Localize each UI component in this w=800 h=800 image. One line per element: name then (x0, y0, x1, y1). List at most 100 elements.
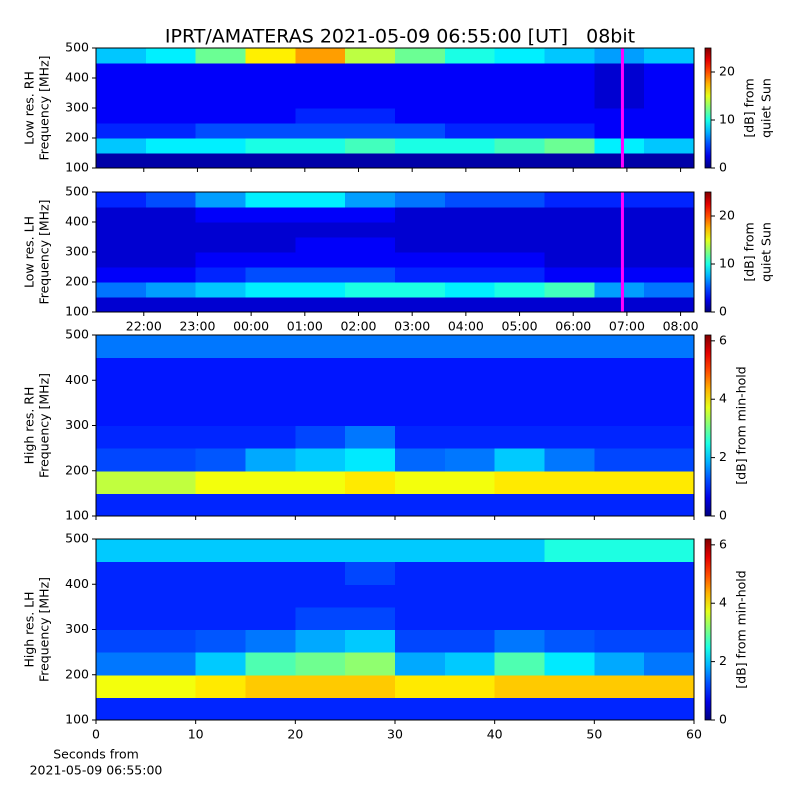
cell (245, 697, 296, 721)
cell (295, 237, 346, 253)
cell (494, 108, 545, 124)
cell (245, 93, 296, 109)
colorbar-tick-label: 6 (719, 332, 727, 347)
cell (145, 297, 197, 313)
cell (544, 493, 595, 517)
cell (145, 697, 197, 721)
y-tick-label: 400 (65, 214, 89, 229)
cell (195, 282, 246, 298)
cell (195, 697, 246, 721)
cell (644, 606, 695, 630)
cell (345, 222, 396, 238)
cell (444, 470, 496, 494)
x-tick-label: 30 (387, 727, 403, 742)
cell (395, 606, 446, 630)
cell (544, 237, 595, 253)
colorbar-tick-label: 20 (719, 208, 735, 223)
cell (96, 192, 147, 208)
cell (395, 123, 446, 139)
cell (594, 138, 645, 154)
cell (544, 584, 595, 608)
y-tick-label: 300 (65, 100, 89, 115)
cell (295, 652, 346, 676)
cell (644, 357, 695, 381)
cell (345, 539, 396, 563)
cell (345, 335, 396, 359)
cell (444, 652, 496, 676)
x-tick-label: 02:00 (340, 319, 376, 334)
colorbar (704, 47, 712, 169)
cell (195, 335, 246, 359)
cell (644, 207, 695, 223)
cell (145, 357, 197, 381)
cell (96, 153, 147, 169)
cell (195, 237, 246, 253)
cell (594, 629, 645, 653)
colorbar-tick-label: 2 (719, 653, 727, 668)
cell (544, 539, 595, 563)
cell (594, 108, 645, 124)
y-tick-label: 400 (65, 576, 89, 591)
cell (395, 561, 446, 585)
cell (195, 629, 246, 653)
colorbar-tick-label: 4 (719, 595, 727, 610)
cell (295, 380, 346, 404)
cell (594, 237, 645, 253)
cell (295, 357, 346, 381)
y-tick-label: 200 (65, 274, 89, 289)
cell (96, 561, 147, 585)
colorbar-label: [dB] from (742, 222, 757, 281)
cell (444, 138, 496, 154)
cell (345, 282, 396, 298)
cell (245, 606, 296, 630)
cell (395, 539, 446, 563)
cell (644, 252, 695, 268)
cell (245, 123, 296, 139)
cell (644, 561, 695, 585)
cell (544, 138, 595, 154)
cell (195, 192, 246, 208)
cell (444, 584, 496, 608)
x-tick-label: 23:00 (179, 319, 215, 334)
cell (644, 674, 695, 698)
cell (195, 606, 246, 630)
cell (345, 652, 396, 676)
colorbar-tick-label: 4 (719, 391, 727, 406)
cell (195, 297, 246, 313)
cell (145, 282, 197, 298)
cell (594, 493, 645, 517)
cell (345, 425, 396, 449)
cell (395, 297, 446, 313)
cell (594, 561, 645, 585)
cell (494, 539, 545, 563)
x-tick-label: 40 (487, 727, 503, 742)
x-axis-label: Seconds from (53, 747, 139, 762)
cell (145, 63, 197, 79)
cell (145, 108, 197, 124)
cell (245, 207, 296, 223)
cell (644, 697, 695, 721)
cell (494, 606, 545, 630)
cell (295, 402, 346, 426)
cell (544, 63, 595, 79)
cell (345, 252, 396, 268)
x-axis-label: 2021-05-09 06:55:00 (30, 763, 163, 778)
cell (345, 78, 396, 94)
cell (96, 108, 147, 124)
cell (295, 448, 346, 472)
y-tick-label: 400 (65, 70, 89, 85)
cell (96, 123, 147, 139)
cell (96, 48, 147, 64)
cell (594, 207, 645, 223)
cell (195, 93, 246, 109)
cell (494, 63, 545, 79)
cell (494, 425, 545, 449)
cell (295, 48, 346, 64)
cell (544, 207, 595, 223)
cell (544, 93, 595, 109)
cell (494, 207, 545, 223)
y-tick-label: 300 (65, 417, 89, 432)
cell (145, 267, 197, 283)
cell (345, 207, 396, 223)
y-axis-label: Low res. LH (22, 216, 37, 288)
